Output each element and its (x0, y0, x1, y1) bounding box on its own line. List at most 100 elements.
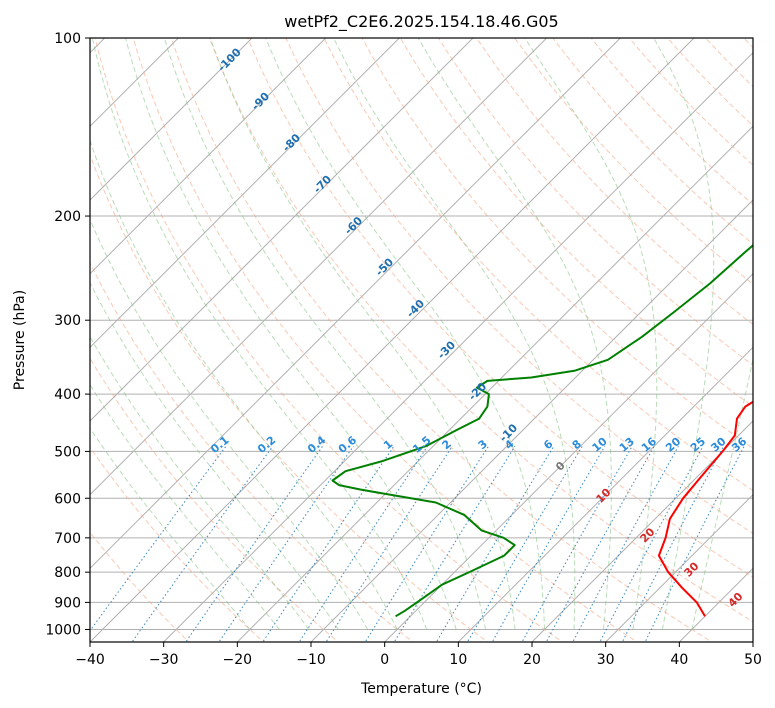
y-tick-label: 800 (54, 565, 81, 581)
dry-adiabat-label: -50 (373, 255, 396, 278)
moist-adiabat (417, 38, 612, 630)
dry-adiabat (285, 38, 753, 535)
moist-adiabat (90, 427, 251, 630)
x-tick-label: 40 (670, 652, 688, 668)
dry-adiabat (361, 38, 753, 449)
mixing-ratio-line (393, 445, 516, 642)
dry-adiabat-label: -80 (280, 131, 303, 154)
isotherm-line (90, 38, 548, 496)
mixing-ratio-label: 2 (440, 437, 454, 452)
moist-adiabat (524, 38, 658, 630)
dry-adiabat (90, 531, 190, 642)
mixing-ratio-line (466, 445, 583, 642)
dry-adiabat (399, 38, 753, 408)
isotherm-line (90, 38, 401, 349)
mixing-ratio-line (131, 445, 274, 642)
y-tick-label: 200 (54, 209, 81, 225)
dry-adiabat (94, 38, 564, 642)
moist-adiabat (91, 38, 428, 630)
temperature-line (657, 400, 753, 617)
dry-adiabat-label: -30 (435, 338, 458, 361)
y-tick-label: 100 (54, 31, 81, 47)
moist-adiabat (90, 383, 280, 630)
axes: −40 −30 −20 −10 0 10 20 30 40 5010020030040050060… (45, 31, 762, 668)
y-tick-label: 700 (54, 531, 81, 547)
moist-adiabat (163, 38, 487, 630)
y-tick-label: 500 (54, 444, 81, 460)
isotherm-line (90, 38, 253, 201)
mixing-ratio-line (218, 445, 354, 642)
dry-adiabat (590, 38, 753, 206)
isotherm-line (90, 38, 180, 128)
isotherm-line (604, 493, 753, 642)
x-tick-label: 50 (744, 652, 762, 668)
mixing-ratio-label: 0.1 (208, 433, 231, 455)
dry-adiabat (90, 261, 414, 642)
isotherm-line (531, 420, 753, 642)
dry-adiabat-label: 20 (638, 525, 658, 545)
mixing-ratio-label: 6 (541, 437, 555, 452)
moist-adiabat (333, 38, 576, 630)
dry-adiabat (170, 38, 713, 642)
moist-adiabat (653, 38, 715, 630)
moist-adiabat (125, 38, 457, 630)
isotherm-line (383, 272, 753, 642)
mixing-ratio-label: 0.4 (305, 433, 329, 456)
isotherm-line (310, 199, 753, 642)
isotherm-line (90, 38, 327, 275)
background-lines (0, 11, 753, 654)
x-tick-label: 30 (597, 652, 615, 668)
moist-adiabat (209, 38, 516, 630)
dry-adiabat (247, 38, 753, 578)
dewpoint-line (331, 243, 753, 618)
y-tick-label: 300 (54, 313, 81, 329)
mixing-ratio-line (262, 445, 395, 642)
isotherm-line (236, 125, 753, 642)
mixing-ratio-label: 1.5 (410, 433, 433, 455)
isotherm-line (90, 38, 695, 642)
dry-adiabat (208, 38, 753, 623)
mixing-ratio-line (621, 445, 724, 642)
y-tick-label: 600 (54, 491, 81, 507)
dry-adiabat (514, 38, 753, 285)
dry-adiabat-label: 10 (594, 486, 614, 506)
moist-adiabat (90, 139, 398, 630)
mixing-ratio-line (90, 445, 227, 632)
isotherm-line (457, 346, 753, 642)
dry-adiabat-label: -90 (249, 90, 272, 113)
isotherm-line (0, 11, 58, 654)
dry-adiabat (90, 153, 489, 642)
x-axis-title: Temperature (°C) (360, 681, 482, 697)
isotherm-line (678, 567, 753, 642)
moist-adiabat (90, 218, 369, 630)
moist-adiabat (90, 281, 339, 630)
mixing-ratio-line (325, 445, 453, 642)
x-tick-label: 0 (380, 652, 389, 668)
mixing-ratio-line (491, 445, 606, 642)
isotherm-line (90, 38, 474, 422)
x-tick-label: −10 (296, 652, 326, 668)
mixing-ratio-line (644, 445, 745, 642)
moist-adiabat (90, 335, 310, 630)
mixing-ratio-line (435, 445, 555, 642)
x-tick-label: 10 (449, 652, 467, 668)
mixing-ratio-line (364, 445, 489, 642)
mixing-ratio-label: 8 (570, 437, 584, 452)
series-layer (331, 243, 753, 618)
dry-adiabat (323, 38, 753, 492)
isotherm-line (90, 38, 622, 570)
dry-adiabat-label: -10 (497, 421, 520, 444)
y-tick-label: 1000 (45, 622, 81, 638)
x-tick-label: −30 (149, 652, 179, 668)
mixing-ratio-line (545, 445, 655, 642)
plot-frame (89, 37, 754, 643)
moist-adiabat (265, 38, 545, 630)
mixing-ratio-label: 3 (476, 437, 490, 452)
isotherm-line (752, 641, 753, 642)
dry-adiabat (704, 38, 753, 88)
x-tick-label: −20 (223, 652, 253, 668)
x-tick-label: 20 (523, 652, 541, 668)
dry-adiabat (437, 38, 753, 366)
x-tick-label: −40 (75, 652, 105, 668)
